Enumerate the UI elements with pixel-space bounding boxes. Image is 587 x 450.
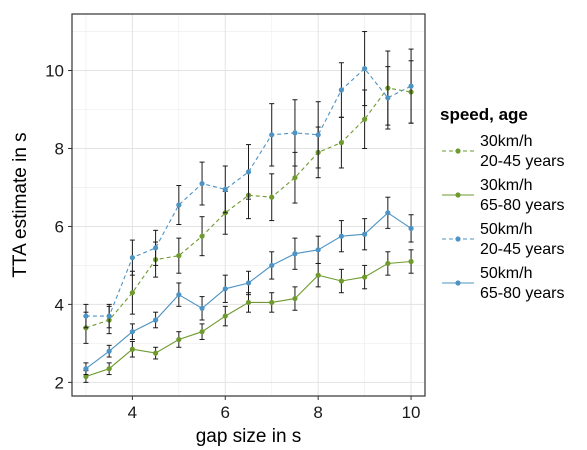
data-point xyxy=(153,245,159,251)
data-point xyxy=(269,132,275,138)
legend: speed, age 30km/h 20-45 years 30km/h 65-80 … xyxy=(440,105,565,302)
data-point xyxy=(129,329,135,335)
data-point xyxy=(199,329,205,335)
data-point xyxy=(385,260,391,267)
x-axis-title: gap size in s xyxy=(196,426,302,447)
data-point xyxy=(362,274,368,280)
data-point xyxy=(338,278,344,284)
data-point xyxy=(408,83,414,89)
legend-label-line: 30km/h xyxy=(480,177,532,194)
legend-key-point xyxy=(455,148,461,154)
data-point xyxy=(245,299,252,306)
legend-label-line: 50km/h xyxy=(480,221,532,238)
data-point xyxy=(362,116,368,122)
data-point xyxy=(199,180,205,187)
y-tick-label: 8 xyxy=(55,139,64,158)
series-3 xyxy=(83,31,414,329)
data-point xyxy=(269,299,275,306)
data-point xyxy=(129,290,135,296)
legend-label-line: 20-45 years xyxy=(480,153,565,170)
data-point xyxy=(408,258,414,265)
data-point xyxy=(176,253,182,259)
data-point xyxy=(222,313,228,319)
data-point xyxy=(83,373,89,380)
data-point xyxy=(292,295,298,302)
legend-key-point xyxy=(455,236,461,242)
y-tick-label: 10 xyxy=(45,62,64,81)
data-point xyxy=(385,95,391,101)
series-line xyxy=(85,87,412,329)
data-point xyxy=(176,336,182,343)
data-point xyxy=(362,231,368,237)
legend-label-line: 30km/h xyxy=(480,133,532,150)
data-point xyxy=(245,169,252,175)
data-point xyxy=(83,366,89,372)
legend-label-line: 50km/h xyxy=(480,265,532,282)
data-point xyxy=(292,130,298,136)
data-point xyxy=(153,317,159,323)
series-4 xyxy=(83,196,414,376)
legend-item-4: 50km/h 65-80 years xyxy=(442,265,565,302)
y-axis-title: TTA estimate in s xyxy=(10,132,31,277)
data-point xyxy=(362,65,368,72)
x-tick-label: 10 xyxy=(402,403,421,422)
data-point xyxy=(176,202,182,208)
data-point xyxy=(176,292,182,298)
data-point xyxy=(106,348,112,354)
axes: 4 6 8 10 2 4 6 8 10 xyxy=(45,62,420,422)
data-point xyxy=(315,272,321,278)
data-point xyxy=(408,225,414,231)
y-tick-label: 4 xyxy=(55,295,64,314)
x-tick-label: 6 xyxy=(221,403,230,422)
y-tick-label: 2 xyxy=(55,373,64,392)
data-point xyxy=(292,175,298,181)
legend-label-line: 65-80 years xyxy=(480,197,565,214)
data-point xyxy=(315,247,321,253)
x-tick-label: 4 xyxy=(128,403,137,422)
data-point xyxy=(129,255,135,261)
legend-item-1: 30km/h 20-45 years xyxy=(442,133,565,170)
data-point xyxy=(222,186,228,193)
data-point xyxy=(129,346,135,352)
data-point xyxy=(269,262,275,269)
data-point xyxy=(338,87,344,93)
data-point xyxy=(385,210,391,216)
data-point xyxy=(199,233,205,239)
legend-item-3: 50km/h 20-45 years xyxy=(442,221,565,258)
data-point xyxy=(338,233,344,239)
y-tick-label: 6 xyxy=(55,217,64,236)
legend-key-point xyxy=(455,192,461,198)
legend-key-point xyxy=(455,280,461,286)
data-point xyxy=(106,313,112,319)
data-point xyxy=(106,366,112,372)
data-point xyxy=(269,194,275,200)
data-point xyxy=(315,132,321,138)
data-point xyxy=(245,280,252,286)
data-series xyxy=(83,31,414,383)
data-point xyxy=(83,313,89,319)
data-point xyxy=(292,251,298,257)
legend-item-2: 30km/h 65-80 years xyxy=(442,177,565,214)
data-point xyxy=(338,140,344,146)
x-tick-label: 8 xyxy=(313,403,322,422)
data-point xyxy=(222,286,228,292)
legend-label-line: 65-80 years xyxy=(480,285,565,302)
data-point xyxy=(153,350,159,356)
legend-title: speed, age xyxy=(440,105,528,124)
legend-label-line: 20-45 years xyxy=(480,241,565,258)
series-line xyxy=(85,67,412,317)
data-point xyxy=(199,305,205,311)
plot-panel-border xyxy=(71,13,426,397)
